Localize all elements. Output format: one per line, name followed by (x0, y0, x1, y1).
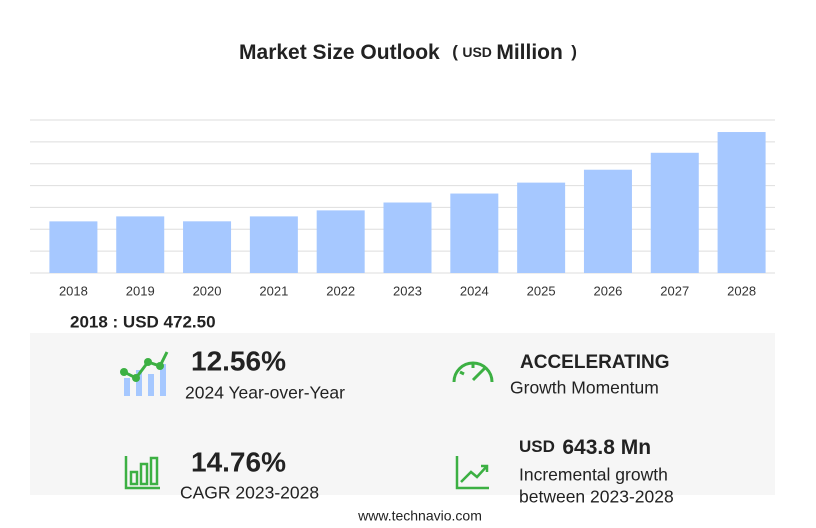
chart-title: Market Size Outlook ( USD Million ) (239, 41, 577, 64)
bar (383, 202, 432, 273)
kpi-label: Incremental growth (519, 465, 668, 485)
kpi-label: between 2023-2028 (519, 487, 674, 507)
x-tick-label: 2027 (660, 283, 689, 298)
bar (583, 169, 632, 273)
kpi-value: USD 643.8 Mn (519, 436, 651, 459)
title-paren: ) (571, 42, 577, 61)
x-tick-label: 2021 (259, 283, 288, 298)
bar (717, 132, 766, 273)
kpi-value: 14.76% (191, 446, 286, 477)
x-tick-label: 2020 (193, 283, 222, 298)
icon-growth (455, 456, 489, 490)
plot: 2018 2019 2020 2021 2022 2023 2024 2025 2026 2027… (30, 119, 775, 298)
x-tick-label: 2024 (460, 283, 489, 298)
kpi-prefix: USD (519, 437, 555, 456)
x-tick-label: 2026 (593, 283, 622, 298)
kpi-label: 2024 Year-over-Year (185, 383, 345, 403)
title-paren: ( (452, 42, 458, 61)
bar (450, 193, 499, 273)
footer: www.technavio.com (357, 508, 482, 524)
x-tick-label: 2023 (393, 283, 422, 298)
title-text: Market Size Outlook (239, 41, 440, 64)
bar (116, 216, 165, 273)
icon-gauge (452, 361, 494, 383)
highlight: 2018 : USD 472.50 (70, 312, 216, 331)
x-tick-label: 2022 (326, 283, 355, 298)
kpi-value: ACCELERATING (520, 352, 670, 373)
kpi-panel (30, 333, 775, 495)
x-tick-label: 2018 (59, 283, 88, 298)
bar (183, 221, 232, 273)
x-tick-label: 2028 (727, 283, 756, 298)
icon-yoy (120, 351, 169, 396)
title-unit: USD (462, 44, 492, 60)
x-tick-label: 2019 (126, 283, 155, 298)
kpi-label: CAGR 2023-2028 (180, 483, 319, 503)
bar (316, 210, 365, 273)
icon-cagr (124, 456, 160, 490)
kpi-value: 12.56% (191, 345, 286, 376)
bar (49, 221, 98, 273)
x-tick-label: 2025 (527, 283, 556, 298)
title-unit: Million (496, 41, 563, 64)
bar (517, 182, 566, 273)
kpi-label: Growth Momentum (510, 378, 659, 398)
bar (249, 216, 298, 273)
kpi-number: 643.8 Mn (562, 436, 651, 459)
bar (650, 152, 699, 273)
